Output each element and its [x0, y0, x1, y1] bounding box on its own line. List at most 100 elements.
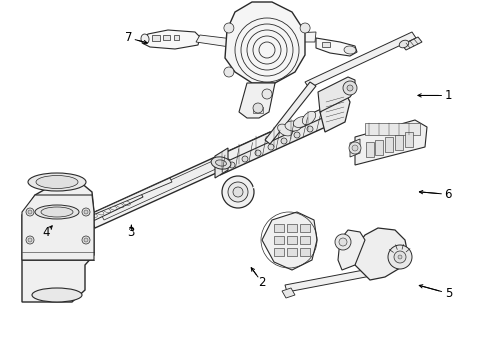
Ellipse shape: [294, 117, 309, 127]
Polygon shape: [88, 178, 172, 217]
Circle shape: [262, 89, 272, 99]
Circle shape: [224, 23, 234, 33]
Polygon shape: [262, 212, 317, 270]
Bar: [274, 224, 284, 232]
Bar: [287, 248, 297, 256]
Polygon shape: [22, 182, 94, 302]
Polygon shape: [215, 148, 228, 178]
Polygon shape: [22, 195, 94, 260]
Circle shape: [255, 150, 261, 156]
Polygon shape: [220, 105, 335, 175]
Bar: [287, 236, 297, 244]
Bar: [287, 224, 297, 232]
Polygon shape: [316, 38, 357, 56]
Circle shape: [242, 156, 248, 162]
Circle shape: [84, 238, 88, 242]
Circle shape: [229, 162, 235, 168]
Polygon shape: [318, 77, 355, 112]
Polygon shape: [285, 265, 392, 292]
Polygon shape: [282, 288, 295, 298]
Ellipse shape: [302, 111, 316, 125]
Circle shape: [349, 142, 361, 154]
Bar: [405, 132, 413, 147]
Polygon shape: [220, 105, 340, 160]
Bar: [366, 142, 373, 157]
Polygon shape: [320, 92, 350, 132]
Polygon shape: [350, 139, 360, 157]
Circle shape: [339, 238, 347, 246]
Polygon shape: [402, 37, 422, 50]
Circle shape: [294, 132, 300, 138]
Bar: [322, 42, 330, 47]
Circle shape: [307, 126, 313, 132]
Bar: [300, 248, 310, 256]
Bar: [274, 236, 284, 244]
Ellipse shape: [141, 34, 149, 44]
Bar: [300, 224, 310, 232]
Polygon shape: [355, 120, 427, 165]
Circle shape: [268, 144, 274, 150]
Polygon shape: [355, 228, 408, 280]
Polygon shape: [88, 192, 143, 222]
Circle shape: [228, 182, 248, 202]
Ellipse shape: [211, 157, 231, 169]
Polygon shape: [88, 132, 278, 228]
Ellipse shape: [28, 173, 86, 191]
Bar: [385, 137, 393, 152]
Bar: [375, 140, 383, 155]
Polygon shape: [239, 83, 275, 118]
Circle shape: [394, 251, 406, 263]
Circle shape: [347, 85, 353, 91]
Circle shape: [335, 234, 351, 250]
Text: 3: 3: [127, 226, 135, 239]
Circle shape: [82, 236, 90, 244]
Bar: [163, 35, 170, 40]
Circle shape: [224, 67, 234, 77]
Text: 7: 7: [124, 31, 132, 44]
Circle shape: [26, 236, 34, 244]
Ellipse shape: [41, 207, 73, 217]
Polygon shape: [142, 30, 200, 49]
Bar: [395, 135, 403, 150]
Ellipse shape: [36, 175, 78, 189]
Circle shape: [233, 187, 243, 197]
Ellipse shape: [344, 46, 356, 54]
Circle shape: [388, 245, 412, 269]
Circle shape: [343, 81, 357, 95]
Polygon shape: [225, 2, 305, 83]
Bar: [253, 107, 263, 113]
Text: 2: 2: [258, 276, 266, 289]
Circle shape: [28, 238, 32, 242]
Circle shape: [26, 208, 34, 216]
Text: 6: 6: [444, 188, 452, 201]
Ellipse shape: [399, 40, 409, 48]
Circle shape: [352, 145, 358, 151]
Bar: [300, 236, 310, 244]
Ellipse shape: [285, 121, 301, 131]
Ellipse shape: [216, 160, 226, 166]
Circle shape: [222, 176, 254, 208]
Circle shape: [281, 138, 287, 144]
Text: 5: 5: [444, 287, 452, 300]
Ellipse shape: [35, 205, 79, 219]
Circle shape: [84, 210, 88, 214]
Polygon shape: [270, 32, 316, 42]
Polygon shape: [196, 35, 258, 50]
Bar: [174, 35, 179, 40]
Text: 1: 1: [444, 89, 452, 102]
Ellipse shape: [278, 124, 293, 136]
Ellipse shape: [32, 288, 82, 302]
Circle shape: [82, 208, 90, 216]
Polygon shape: [338, 230, 365, 270]
Circle shape: [28, 210, 32, 214]
Bar: [152, 35, 160, 41]
Circle shape: [253, 103, 263, 113]
Bar: [365, 123, 420, 135]
Polygon shape: [265, 82, 316, 144]
Circle shape: [398, 255, 402, 259]
Polygon shape: [100, 135, 275, 220]
Circle shape: [300, 23, 310, 33]
Bar: [274, 248, 284, 256]
Polygon shape: [305, 32, 416, 88]
Text: 4: 4: [43, 226, 50, 239]
